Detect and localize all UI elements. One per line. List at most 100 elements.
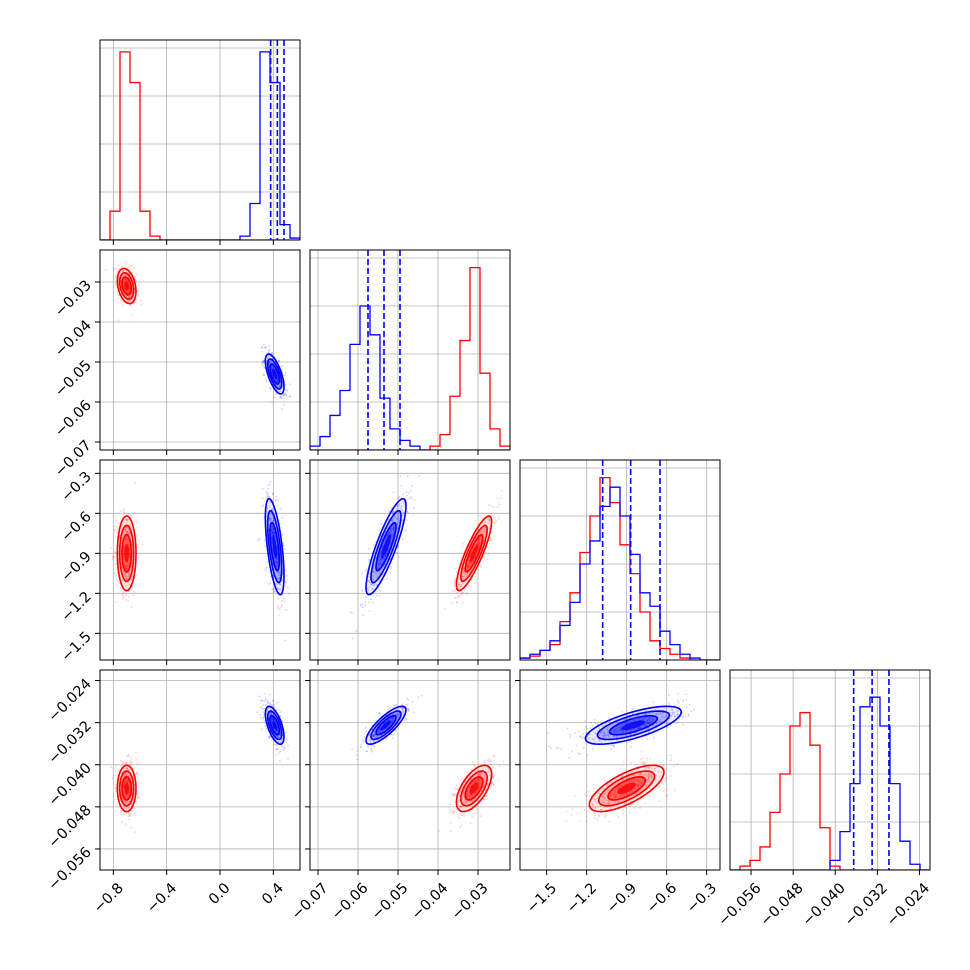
sample-point <box>385 738 388 741</box>
contour-red <box>607 776 647 801</box>
sample-point <box>271 364 273 367</box>
sample-point <box>391 720 393 722</box>
sample-point <box>120 813 123 816</box>
contour-blue <box>370 509 402 584</box>
sample-point <box>479 786 481 789</box>
sample-point <box>466 592 469 595</box>
sample-point <box>122 597 124 600</box>
sample-point <box>647 777 650 780</box>
contour-red <box>588 764 665 813</box>
sample-point <box>373 731 376 733</box>
sample-point <box>116 290 118 293</box>
sample-point <box>281 737 284 740</box>
sample-point <box>486 545 489 548</box>
sample-point <box>633 794 635 797</box>
sample-point <box>127 780 130 782</box>
sample-point <box>603 796 606 799</box>
sample-point <box>390 565 392 568</box>
sample-point <box>269 481 271 483</box>
sample-point <box>629 771 632 774</box>
sample-point <box>376 735 378 738</box>
sample-point <box>259 713 262 716</box>
sample-point <box>584 794 587 797</box>
sample-point <box>596 818 599 821</box>
sample-point <box>390 567 392 570</box>
sample-point <box>123 792 126 794</box>
sample-point <box>477 539 480 542</box>
sample-point <box>277 562 279 565</box>
sample-point <box>455 787 457 790</box>
sample-point <box>480 535 482 538</box>
sample-point <box>658 770 660 773</box>
sample-point <box>630 762 632 764</box>
sample-point <box>381 546 383 549</box>
sample-point <box>122 507 125 510</box>
sample-point <box>371 588 374 590</box>
sample-point <box>277 735 279 737</box>
sample-point <box>628 733 631 736</box>
sample-point <box>142 543 144 546</box>
sample-point <box>279 384 281 386</box>
sample-point <box>263 374 265 376</box>
sample-point <box>270 388 272 391</box>
sample-point <box>109 547 112 550</box>
sample-point <box>621 812 624 815</box>
sample-point <box>126 767 128 770</box>
sample-point <box>114 276 117 278</box>
sample-point <box>413 507 415 509</box>
sample-point <box>607 802 610 805</box>
sample-point <box>125 777 128 780</box>
sample-point <box>265 566 268 569</box>
sample-point <box>619 794 622 796</box>
sample-point <box>261 488 264 490</box>
sample-point <box>661 781 663 784</box>
sample-point <box>631 778 633 781</box>
sample-point <box>121 304 124 307</box>
sample-point <box>607 734 609 737</box>
sample-point <box>460 591 463 594</box>
sample-point <box>396 526 399 528</box>
sample-point <box>647 773 650 776</box>
sample-point <box>276 571 279 573</box>
sample-point <box>283 403 285 406</box>
axes-frame <box>99 459 301 661</box>
sample-point <box>391 737 394 740</box>
sample-point <box>261 350 264 353</box>
sample-point <box>137 555 140 558</box>
sample-point <box>477 538 480 540</box>
sample-point <box>355 630 358 632</box>
sample-point <box>482 528 485 531</box>
sample-point <box>127 792 130 795</box>
sample-point <box>417 696 420 699</box>
sample-point <box>395 708 397 711</box>
sample-point <box>388 718 391 721</box>
sample-point <box>138 780 140 783</box>
sample-point <box>480 529 482 532</box>
sample-point <box>121 579 124 582</box>
sample-point <box>648 787 651 790</box>
sample-point <box>396 508 399 510</box>
sample-point <box>365 570 367 573</box>
sample-point <box>368 581 371 584</box>
sample-point <box>459 805 462 808</box>
axes-frame <box>309 459 511 661</box>
sample-point <box>282 533 284 536</box>
sample-point <box>125 278 128 281</box>
sample-point <box>585 820 588 823</box>
sample-point <box>484 519 486 522</box>
sample-point <box>125 575 128 578</box>
sample-point <box>453 582 456 585</box>
sample-point <box>565 820 568 823</box>
sample-point <box>283 600 285 603</box>
sample-point <box>258 537 261 540</box>
sample-point <box>461 591 464 594</box>
sample-point <box>130 265 133 268</box>
sample-point <box>497 779 500 782</box>
sample-point <box>458 805 461 808</box>
sample-point <box>262 704 264 706</box>
panel-area <box>100 460 300 660</box>
sample-point <box>268 363 270 366</box>
sample-point <box>469 822 472 825</box>
sample-point <box>578 752 581 755</box>
sample-point <box>486 521 489 524</box>
